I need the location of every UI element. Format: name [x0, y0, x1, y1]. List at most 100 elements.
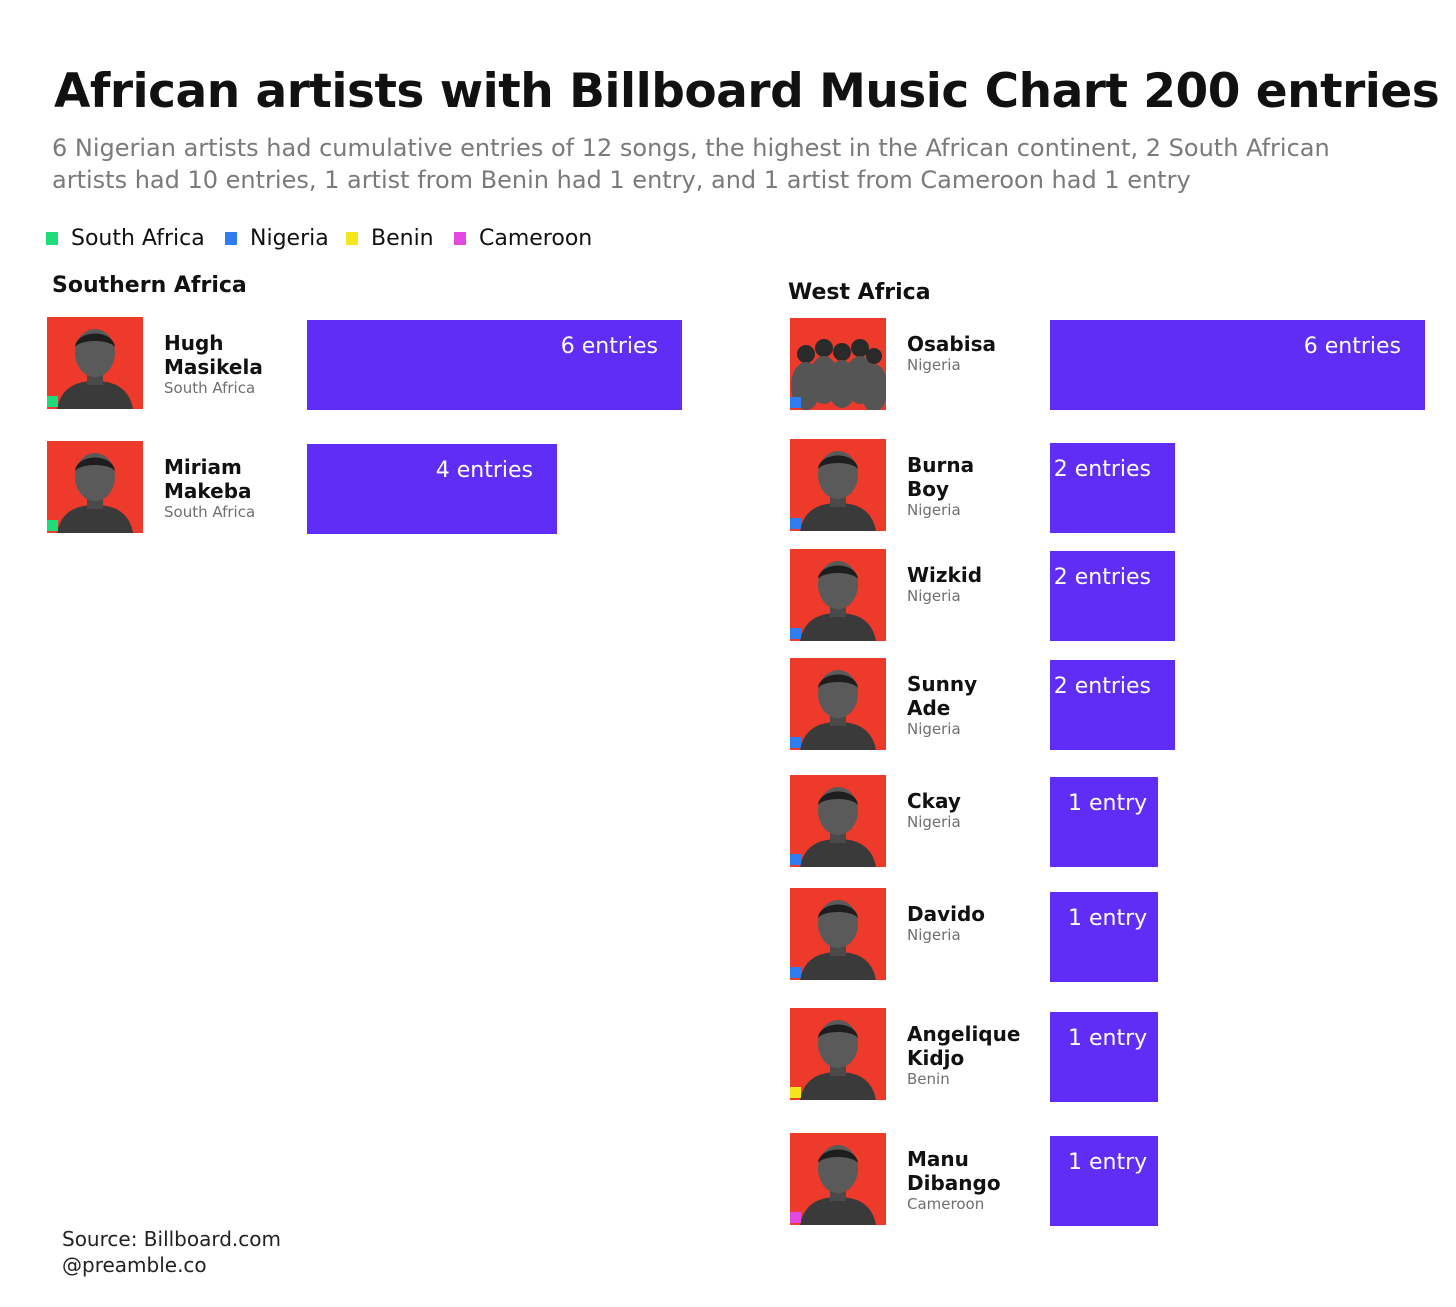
- artist-country: Nigeria: [907, 926, 961, 944]
- legend-swatch-benin: [346, 232, 358, 245]
- artist-name-line: Dibango: [907, 1171, 1001, 1195]
- bar-davido: 1 entry: [1050, 892, 1158, 982]
- artist-name-line: Makeba: [164, 479, 252, 503]
- bar-value-label: 2 entries: [1053, 565, 1151, 590]
- artist-name-line: Boy: [907, 477, 950, 501]
- chart-title: African artists with Billboard Music Cha…: [54, 64, 1440, 119]
- country-color-chip: [790, 628, 801, 639]
- artist-info-osabisa: Osabisa Nigeria: [907, 332, 996, 374]
- artist-photo-angelique-kidjo: [790, 1008, 886, 1100]
- artist-name-line: Davido: [907, 902, 986, 926]
- bar-value-label: 1 entry: [1068, 906, 1148, 931]
- artist-name: Davido: [907, 902, 985, 926]
- legend-item-benin: Benin: [346, 226, 434, 251]
- bar-value-label: 1 entry: [1068, 791, 1148, 816]
- bar-hugh-masikela: 6 entries: [307, 320, 682, 410]
- handle-text: @preamble.co: [62, 1253, 207, 1277]
- artist-name: Manu Dibango: [907, 1147, 1001, 1195]
- legend-label: Nigeria: [250, 226, 329, 251]
- artist-photo-manu-dibango: [790, 1133, 886, 1225]
- artist-country: Cameroon: [907, 1195, 985, 1213]
- country-color-chip: [790, 1087, 801, 1098]
- bar-wizkid: 2 entries: [1050, 551, 1175, 641]
- artist-photo-wizkid: [790, 549, 886, 641]
- artist-info-burna-boy: Burna Boy Nigeria: [907, 453, 974, 519]
- country-color-chip: [47, 520, 58, 531]
- bar-value-label: 1 entry: [1068, 1026, 1148, 1051]
- artist-name-line: Wizkid: [907, 563, 983, 587]
- artist-country: Nigeria: [907, 813, 961, 831]
- country-color-chip: [790, 397, 801, 408]
- country-color-chip: [790, 518, 801, 529]
- legend-item-cameroon: Cameroon: [454, 226, 592, 251]
- legend-item-nigeria: Nigeria: [225, 226, 329, 251]
- artist-country: Nigeria: [907, 356, 961, 374]
- bar-manu-dibango: 1 entry: [1050, 1136, 1158, 1226]
- artist-name-line: Miriam: [164, 455, 242, 479]
- legend-label: Cameroon: [479, 226, 593, 251]
- artist-country: Nigeria: [907, 587, 961, 605]
- artist-photo-hugh-masikela: [47, 317, 143, 409]
- artist-country: South Africa: [164, 379, 256, 397]
- artist-info-wizkid: Wizkid Nigeria: [907, 563, 982, 605]
- bar-value-label: 4 entries: [435, 458, 533, 483]
- artist-name-line: Manu: [907, 1147, 969, 1171]
- artist-name: Osabisa: [907, 332, 996, 356]
- country-color-chip: [790, 854, 801, 865]
- legend-label: Benin: [371, 226, 434, 251]
- artist-name: Miriam Makeba: [164, 455, 255, 503]
- bar-angelique-kidjo: 1 entry: [1050, 1012, 1158, 1102]
- bar-value-label: 6 entries: [560, 334, 658, 359]
- bar-miriam-makeba: 4 entries: [307, 444, 557, 534]
- bar-osabisa: 6 entries: [1050, 320, 1425, 410]
- artist-name: Ckay: [907, 789, 961, 813]
- artist-info-davido: Davido Nigeria: [907, 902, 985, 944]
- artist-name-line: Kidjo: [907, 1046, 965, 1070]
- source-text: Source: Billboard.com: [62, 1227, 282, 1251]
- country-color-chip: [790, 737, 801, 748]
- artist-photo-ckay: [790, 775, 886, 867]
- artist-name: Wizkid: [907, 563, 982, 587]
- artist-info-ckay: Ckay Nigeria: [907, 789, 961, 831]
- bar-value-label: 2 entries: [1053, 457, 1151, 482]
- artist-name-line: Osabisa: [907, 332, 996, 356]
- country-color-chip: [47, 396, 58, 407]
- artist-photo-osabisa: [790, 318, 886, 410]
- chart-subtitle: 6 Nigerian artists had cumulative entrie…: [52, 134, 1330, 194]
- artist-photo-miriam-makeba: [47, 441, 143, 533]
- legend-swatch-nigeria: [225, 232, 237, 245]
- source-credit: Source: Billboard.com @preamble.co: [62, 1226, 281, 1278]
- artist-photo-burna-boy: [790, 439, 886, 531]
- artist-country: Nigeria: [907, 720, 961, 738]
- legend-swatch-cameroon: [454, 232, 466, 245]
- legend-swatch-south-africa: [46, 232, 58, 245]
- legend-label: South Africa: [71, 226, 205, 251]
- artist-info-manu-dibango: Manu Dibango Cameroon: [907, 1147, 1001, 1213]
- bar-value-label: 2 entries: [1053, 674, 1151, 699]
- artist-name-line: Hugh: [164, 331, 224, 355]
- artist-info-sunny-ade: Sunny Ade Nigeria: [907, 672, 977, 738]
- artist-photo-sunny-ade: [790, 658, 886, 750]
- bar-value-label: 6 entries: [1303, 334, 1401, 359]
- artist-country: Benin: [907, 1070, 950, 1088]
- country-color-chip: [790, 1212, 801, 1223]
- bar-burna-boy: 2 entries: [1050, 443, 1175, 533]
- artist-name: Angelique Kidjo: [907, 1022, 1020, 1070]
- artist-name-line: Ade: [907, 696, 951, 720]
- bar-value-label: 1 entry: [1068, 1150, 1148, 1175]
- artist-country: South Africa: [164, 503, 256, 521]
- artist-name-line: Ckay: [907, 789, 961, 813]
- artist-name-line: Angelique: [907, 1022, 1021, 1046]
- artist-name-line: Masikela: [164, 355, 263, 379]
- artist-name-line: Sunny: [907, 672, 978, 696]
- section-title-southern-africa: Southern Africa: [52, 273, 247, 298]
- artist-name: Sunny Ade: [907, 672, 977, 720]
- legend-item-south-africa: South Africa: [46, 226, 205, 251]
- artist-info-hugh-masikela: Hugh Masikela South Africa: [164, 331, 263, 397]
- bar-sunny-ade: 2 entries: [1050, 660, 1175, 750]
- artist-name-line: Burna: [907, 453, 975, 477]
- bar-ckay: 1 entry: [1050, 777, 1158, 867]
- artist-info-angelique-kidjo: Angelique Kidjo Benin: [907, 1022, 1020, 1088]
- artist-name: Burna Boy: [907, 453, 974, 501]
- country-color-chip: [790, 967, 801, 978]
